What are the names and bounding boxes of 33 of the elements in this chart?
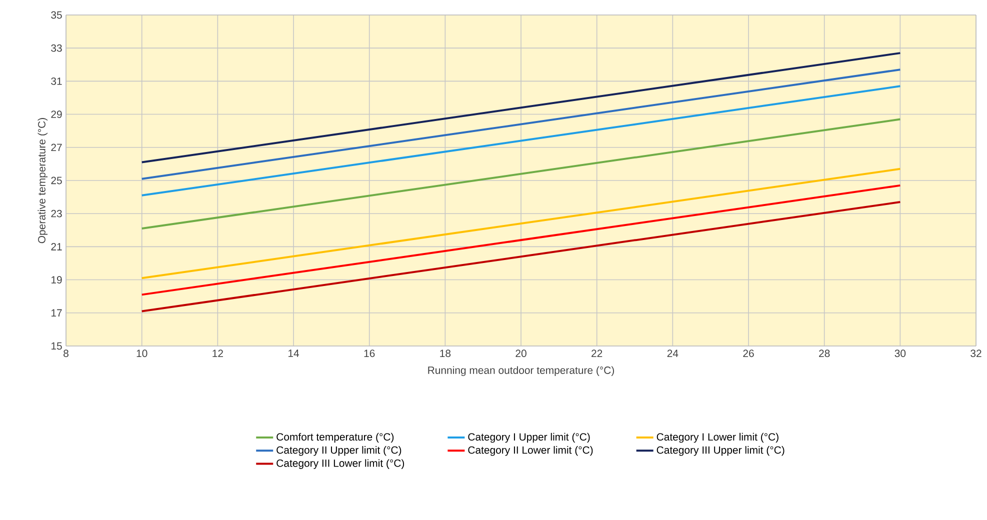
x-tick-label: 12	[212, 350, 223, 357]
legend-label: Category III Lower limit (°C)	[276, 459, 404, 469]
x-tick-label: 18	[440, 350, 451, 358]
y-tick-label: 33	[51, 44, 62, 52]
y-tick-label: 15	[51, 342, 62, 350]
x-tick-label: 26	[743, 350, 754, 358]
x-tick-label: 14	[288, 350, 300, 357]
x-tick-label: 28	[819, 350, 830, 358]
y-tick-label: 19	[51, 276, 62, 284]
x-tick-label: 10	[136, 350, 148, 358]
y-tick-label: 27	[51, 144, 62, 152]
y-tick-label: 21	[51, 243, 62, 250]
x-tick-label: 30	[894, 350, 906, 358]
x-axis-title: Running mean outdoor temperature (°C)	[428, 366, 614, 376]
y-tick-label: 29	[51, 110, 62, 118]
x-tick-label: 16	[364, 350, 375, 358]
x-tick-label: 8	[64, 350, 68, 358]
legend-label: Comfort temperature (°C)	[276, 432, 394, 443]
x-tick-label: 22	[592, 350, 602, 357]
y-tick-label: 17	[51, 309, 62, 316]
y-tick-label: 31	[51, 77, 62, 85]
legend-label: Category I Lower limit (°C)	[656, 432, 778, 443]
legend-label: Category II Lower limit (°C)	[468, 446, 593, 456]
x-tick-label: 32	[970, 350, 982, 358]
y-tick-label: 23	[51, 210, 62, 218]
legend-label: Category III Upper limit (°C)	[656, 446, 784, 456]
x-tick-label: 20	[516, 350, 526, 358]
x-tick-label: 24	[667, 350, 678, 357]
legend-label: Category II Upper limit (°C)	[276, 446, 402, 456]
y-tick-label: 35	[51, 11, 62, 19]
y-tick-label: 25	[51, 176, 62, 184]
y-axis-title: Operative temperature (°C)	[38, 118, 48, 244]
legend-label: Category I Upper limit (°C)	[468, 432, 590, 443]
